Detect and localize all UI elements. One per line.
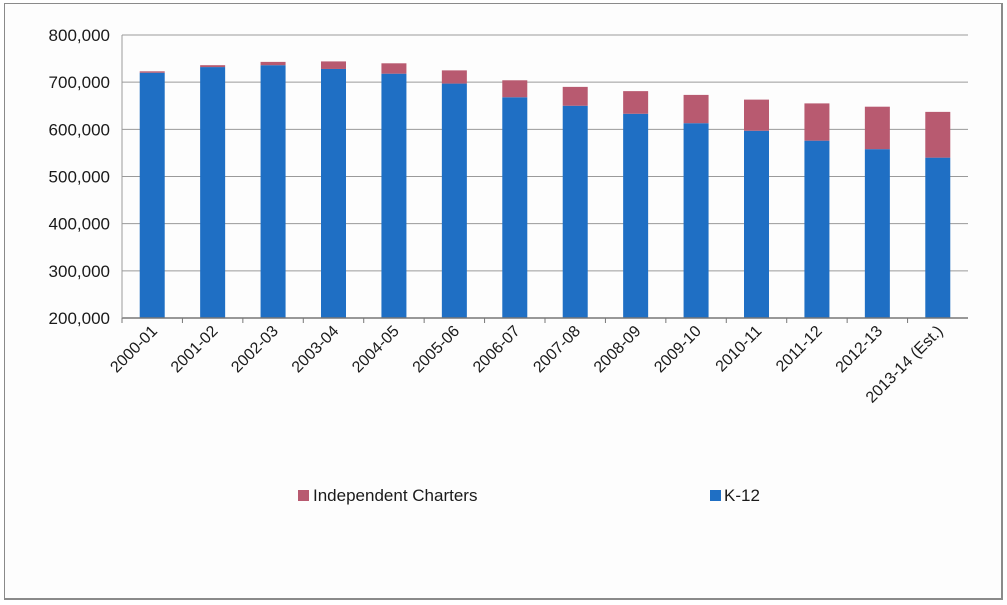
y-tick-label: 600,000 (49, 120, 110, 139)
y-tick-label: 300,000 (49, 262, 110, 281)
x-tick-label: 2010-11 (713, 323, 766, 376)
legend-label-k12: K-12 (724, 486, 760, 505)
x-tick-label: 2008-09 (591, 323, 645, 377)
bar-independent-charters (864, 106, 890, 150)
x-tick-label: 2004-05 (349, 323, 403, 377)
x-tick-label: 2011-12 (773, 323, 826, 376)
x-tick-label: 2012-13 (833, 323, 887, 377)
legend-label-independent-charters: Independent Charters (313, 486, 477, 505)
gridlines (122, 34, 968, 319)
bar-k12 (925, 157, 951, 318)
x-axis (121, 35, 968, 323)
bar-k12 (804, 140, 830, 318)
x-tick-label: 2001-02 (168, 323, 222, 377)
legend-swatch-k12 (710, 490, 721, 501)
bar-k12 (200, 67, 226, 318)
bar-k12 (683, 123, 709, 319)
x-tick-label: 2000-01 (108, 323, 162, 377)
x-tick-label: 2003-04 (289, 323, 343, 377)
bar-independent-charters (744, 99, 769, 131)
x-tick-label: 2007-08 (531, 323, 585, 377)
bar-independent-charters (381, 63, 407, 74)
y-tick-label: 400,000 (49, 215, 110, 234)
y-tick-label: 200,000 (49, 309, 110, 328)
bar-independent-charters (441, 70, 467, 84)
bar-independent-charters (200, 65, 226, 68)
y-tick-label: 700,000 (49, 73, 110, 92)
bar-independent-charters (804, 103, 830, 141)
bar-k12 (502, 97, 528, 318)
bar-k12 (864, 149, 890, 318)
bar-independent-charters (321, 61, 346, 69)
bar-k12 (441, 83, 467, 318)
bar-independent-charters (925, 111, 951, 158)
bar-independent-charters (502, 80, 528, 98)
bar-k12 (260, 65, 286, 318)
legend-swatch-independent-charters (298, 490, 309, 501)
bar-k12 (623, 113, 649, 318)
y-tick-label: 800,000 (49, 26, 110, 45)
x-tick-label: 2005-06 (410, 323, 464, 377)
bar-k12 (321, 68, 346, 319)
x-tick-label: 2009-10 (651, 323, 705, 377)
y-axis-tick-labels: 200,000 300,000 400,000 500,000 600,000 700,0… (49, 26, 110, 328)
bar-independent-charters (683, 94, 709, 124)
bar-k12 (562, 105, 588, 318)
bar-k12 (381, 73, 407, 318)
legend: Independent Charters K-12 (298, 486, 760, 505)
x-tick-label: 2002-03 (228, 323, 282, 377)
x-axis-tick-labels: 2000-01 2001-02 2002-03 2003-04 2004-05 2005-… (108, 323, 947, 407)
bar-independent-charters (562, 86, 588, 106)
bar-k12 (744, 130, 769, 318)
bar-independent-charters (623, 91, 649, 114)
bar-independent-charters (260, 61, 286, 66)
bars (139, 61, 951, 319)
bar-independent-charters (139, 71, 165, 73)
y-tick-label: 500,000 (49, 168, 110, 187)
bar-k12 (139, 72, 165, 318)
x-tick-label: 2006-07 (470, 323, 524, 377)
